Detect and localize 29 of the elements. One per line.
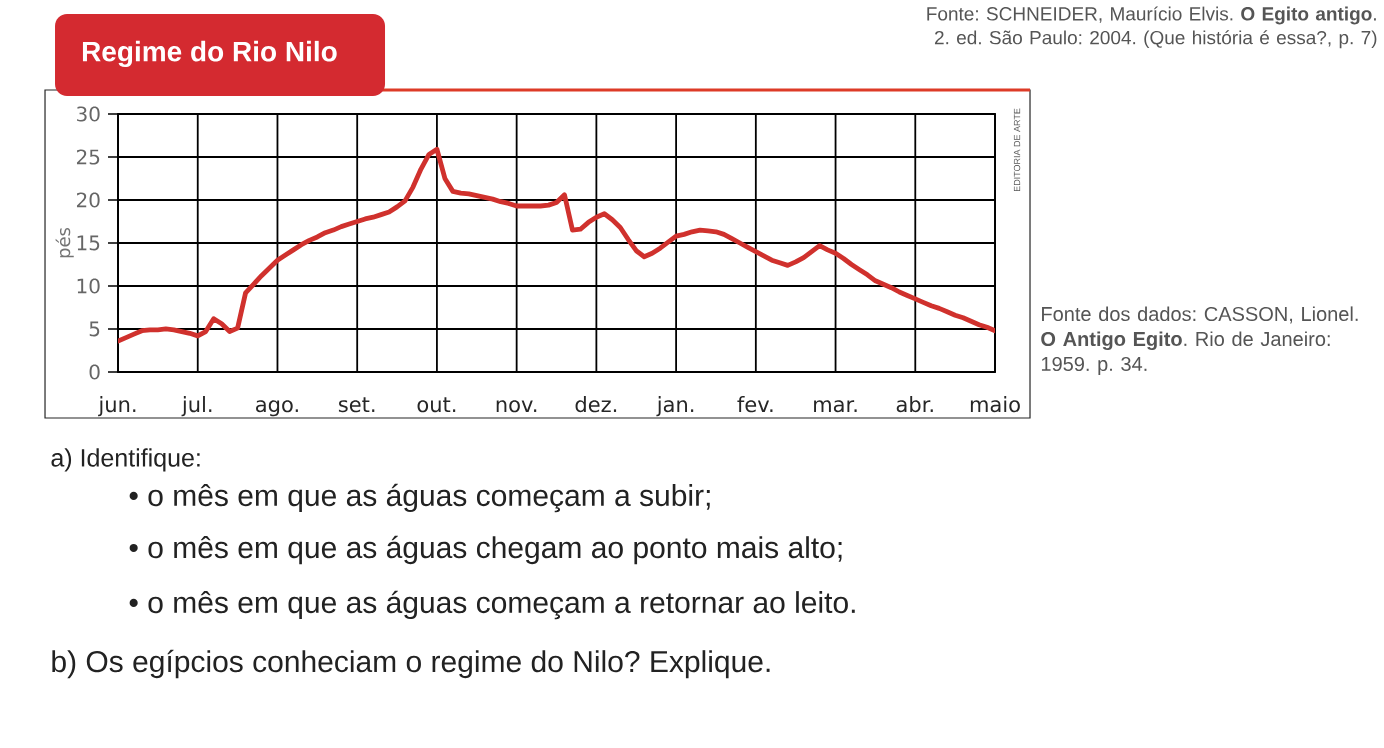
x-tick-label: dez. bbox=[575, 396, 617, 413]
x-tick-label: fev. bbox=[737, 396, 773, 413]
y-tick-label: 10 bbox=[77, 278, 100, 294]
x-tick-label: abr. bbox=[896, 396, 933, 413]
x-tick-label: nov. bbox=[496, 400, 537, 413]
x-tick-label: ago. bbox=[256, 400, 298, 417]
text: • o mês em que as águas chegam ao ponto mais alto; bbox=[129, 535, 842, 565]
y-axis-title: pés bbox=[55, 227, 74, 258]
x-tick-label: jul. bbox=[181, 396, 212, 417]
y-tick-label: 15 bbox=[77, 235, 100, 251]
x-tick-label: jun. bbox=[98, 396, 136, 417]
text: • o mês em que as águas começam a retornar ao leito. bbox=[129, 590, 855, 620]
y-tick-label: 5 bbox=[89, 321, 100, 337]
x-tick-label: maio bbox=[970, 396, 1020, 413]
text: • o mês em que as águas começam a subir; bbox=[129, 483, 710, 513]
source-note: Fonte: SCHNEIDER, Maurício Elvis. O Egito antigo. 2. ed. São Paulo: 2004. (Que história é essa?, p. 7) bbox=[927, 6, 1377, 49]
x-tick-label: out. bbox=[417, 397, 456, 413]
x-tick-label: jan. bbox=[656, 396, 694, 417]
y-tick-label: 20 bbox=[76, 192, 100, 208]
x-tick-label: mar. bbox=[814, 400, 857, 413]
y-tick-label: 30 bbox=[77, 106, 100, 122]
y-tick-label: 25 bbox=[76, 149, 100, 165]
text: b) Os egípcios conheciam o regime do Nilo? Explique. bbox=[52, 649, 770, 679]
text: a) Identifique: bbox=[51, 448, 200, 472]
y-tick-label: 0 bbox=[89, 364, 100, 380]
text: Fonte dos dados: CASSON, Lionel. O Antigo Egito. Rio de Janeiro: 1959. p. 34. bbox=[1041, 306, 1358, 376]
x-tick-label: set. bbox=[338, 397, 375, 413]
chart-title: Regime do Rio Nilo bbox=[82, 40, 337, 68]
text: EDITORIA DE ARTE bbox=[1013, 108, 1021, 192]
